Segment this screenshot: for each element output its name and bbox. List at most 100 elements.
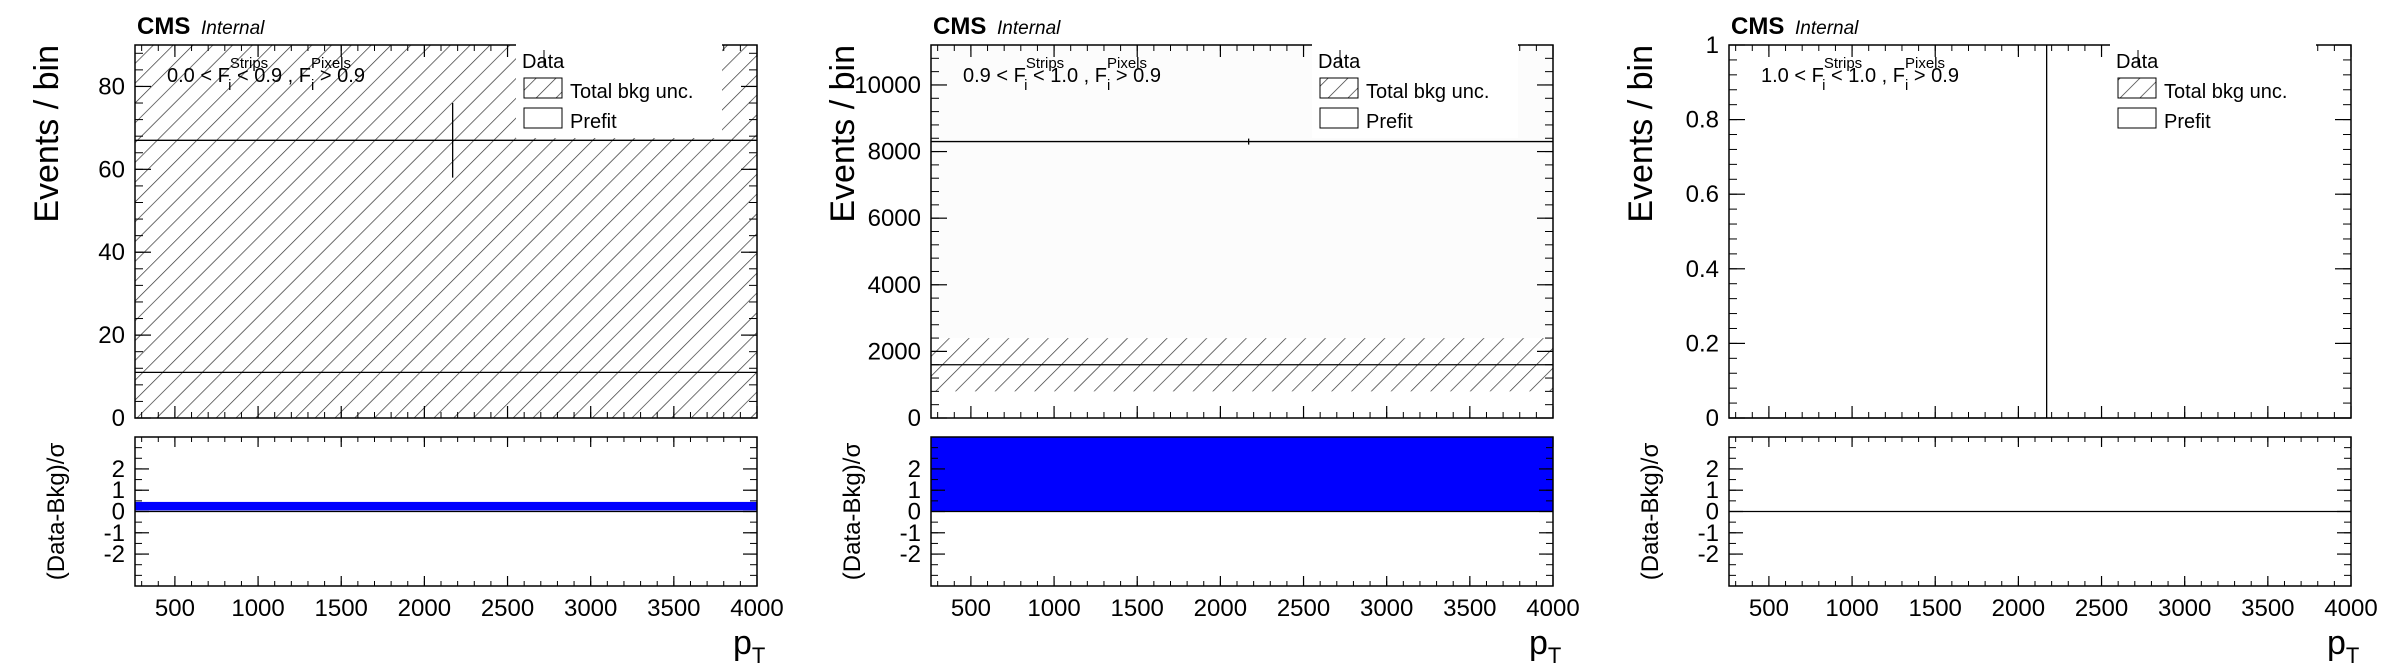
- ratio-pull-bar: [135, 501, 757, 511]
- y-tick-label: 0.2: [1686, 330, 1719, 357]
- y-tick-label: 10000: [854, 72, 921, 99]
- ratio-y-tick-label: 2: [1706, 456, 1719, 483]
- region-label-part: Pixels: [311, 55, 351, 72]
- legend-unc-swatch: [523, 77, 563, 99]
- x-tick-label: 1000: [231, 595, 284, 622]
- region-label-part: Strips: [230, 55, 268, 72]
- x-tick-label: 1000: [1027, 595, 1080, 622]
- ratio-y-tick-label: -2: [104, 541, 125, 568]
- main-frame: [1728, 44, 2352, 419]
- x-axis-title-sub: T: [752, 643, 765, 668]
- cms-internal-label: Internal: [997, 18, 1061, 39]
- x-axis-title-sub: T: [1548, 643, 1561, 668]
- x-axis-title-main: p: [1529, 624, 1548, 662]
- ratio-y-tick-label: 0: [1706, 499, 1719, 526]
- x-tick-label: 500: [1749, 595, 1789, 622]
- x-axis-title: pT: [2327, 624, 2359, 668]
- x-tick-label: 1500: [1111, 595, 1164, 622]
- x-tick-label: 3000: [564, 595, 617, 622]
- x-tick-label: 2500: [2075, 595, 2128, 622]
- legend-prefit-swatch: [2117, 107, 2157, 129]
- region-label-part: Pixels: [1107, 55, 1147, 72]
- x-tick-label: 4000: [1526, 595, 1579, 622]
- legend-unc-swatch: [2117, 77, 2157, 99]
- ratio-y-tick-label: 1: [112, 477, 125, 504]
- ratio-y-tick-label: 1: [908, 477, 921, 504]
- x-tick-label: 3000: [1360, 595, 1413, 622]
- ratio-y-tick-label: -1: [104, 520, 125, 547]
- y-tick-label: 0.6: [1686, 181, 1719, 208]
- ratio-y-tick-label: 2: [112, 456, 125, 483]
- legend-entry-data: Data: [522, 51, 565, 73]
- cms-internal-label: Internal: [1795, 18, 1859, 39]
- y-axis-title: Events / bin: [824, 45, 862, 223]
- region-label-part: < 0.9 , F: [232, 65, 311, 87]
- cms-label: CMS: [933, 13, 986, 40]
- x-tick-label: 3500: [647, 595, 700, 622]
- region-label-part: i: [1905, 77, 1908, 94]
- ratio-y-tick-label: -1: [1698, 520, 1719, 547]
- ratio-y-tick-label: -2: [1698, 541, 1719, 568]
- x-tick-label: 2000: [398, 595, 451, 622]
- ratio-pull-bar: [931, 437, 1553, 512]
- y-tick-label: 6000: [868, 205, 921, 232]
- region-label-part: 0.9 < F: [963, 65, 1026, 87]
- ratio-y-axis-title: (Data-Bkg)/σ: [839, 443, 866, 581]
- region-label-part: Pixels: [1905, 55, 1945, 72]
- region-label-part: i: [1822, 77, 1825, 94]
- legend-entry-prefit: Prefit: [1366, 111, 1413, 133]
- legend-unc-swatch: [1319, 77, 1359, 99]
- y-axis-title: Events / bin: [1622, 45, 1660, 223]
- ratio-y-axis-title: (Data-Bkg)/σ: [1637, 443, 1664, 581]
- legend-entry-prefit: Prefit: [570, 111, 617, 133]
- x-tick-label: 2500: [481, 595, 534, 622]
- x-tick-label: 1000: [1825, 595, 1878, 622]
- legend-entry-prefit: Prefit: [2164, 111, 2211, 133]
- x-tick-label: 3000: [2158, 595, 2211, 622]
- x-tick-label: 1500: [1909, 595, 1962, 622]
- region-label-part: 1.0 < F: [1761, 65, 1824, 87]
- ratio-y-axis-title: (Data-Bkg)/σ: [43, 443, 70, 581]
- x-tick-label: 2500: [1277, 595, 1330, 622]
- ratio-y-tick-label: -1: [900, 520, 921, 547]
- y-tick-label: 80: [98, 73, 125, 100]
- y-tick-label: 1: [1706, 32, 1719, 59]
- x-tick-label: 500: [155, 595, 195, 622]
- region-label-part: > 0.9: [1908, 65, 1959, 87]
- legend-prefit-swatch: [523, 107, 563, 129]
- y-tick-label: 0: [908, 405, 921, 432]
- y-tick-label: 0: [112, 405, 125, 432]
- x-axis-title-sub: T: [2346, 643, 2359, 668]
- x-tick-label: 3500: [2241, 595, 2294, 622]
- region-label-part: i: [1107, 77, 1110, 94]
- y-tick-label: 0.8: [1686, 107, 1719, 134]
- region-label-part: > 0.9: [1110, 65, 1161, 87]
- region-label-part: < 1.0 , F: [1028, 65, 1107, 87]
- y-axis-title: Events / bin: [28, 45, 66, 223]
- cms-label: CMS: [1731, 13, 1784, 40]
- x-tick-label: 2000: [1992, 595, 2045, 622]
- region-label-part: i: [311, 77, 314, 94]
- y-tick-label: 4000: [868, 272, 921, 299]
- x-tick-label: 4000: [2324, 595, 2377, 622]
- y-tick-label: 20: [98, 322, 125, 349]
- ratio-y-tick-label: -2: [900, 541, 921, 568]
- region-label: 1.0 < FStrips i < 1.0 , FPixels i > 0.9: [1761, 55, 1959, 94]
- region-label-part: i: [228, 77, 231, 94]
- y-tick-label: 40: [98, 239, 125, 266]
- cms-internal-label: Internal: [201, 18, 265, 39]
- main-frame: [134, 44, 758, 419]
- cms-label: CMS: [137, 13, 190, 40]
- x-tick-label: 3500: [1443, 595, 1496, 622]
- ratio-y-tick-label: 2: [908, 456, 921, 483]
- legend-entry-unc: Total bkg unc.: [1366, 81, 1489, 103]
- legend-prefit-swatch: [1319, 107, 1359, 129]
- x-tick-label: 1500: [315, 595, 368, 622]
- legend-entry-unc: Total bkg unc.: [2164, 81, 2287, 103]
